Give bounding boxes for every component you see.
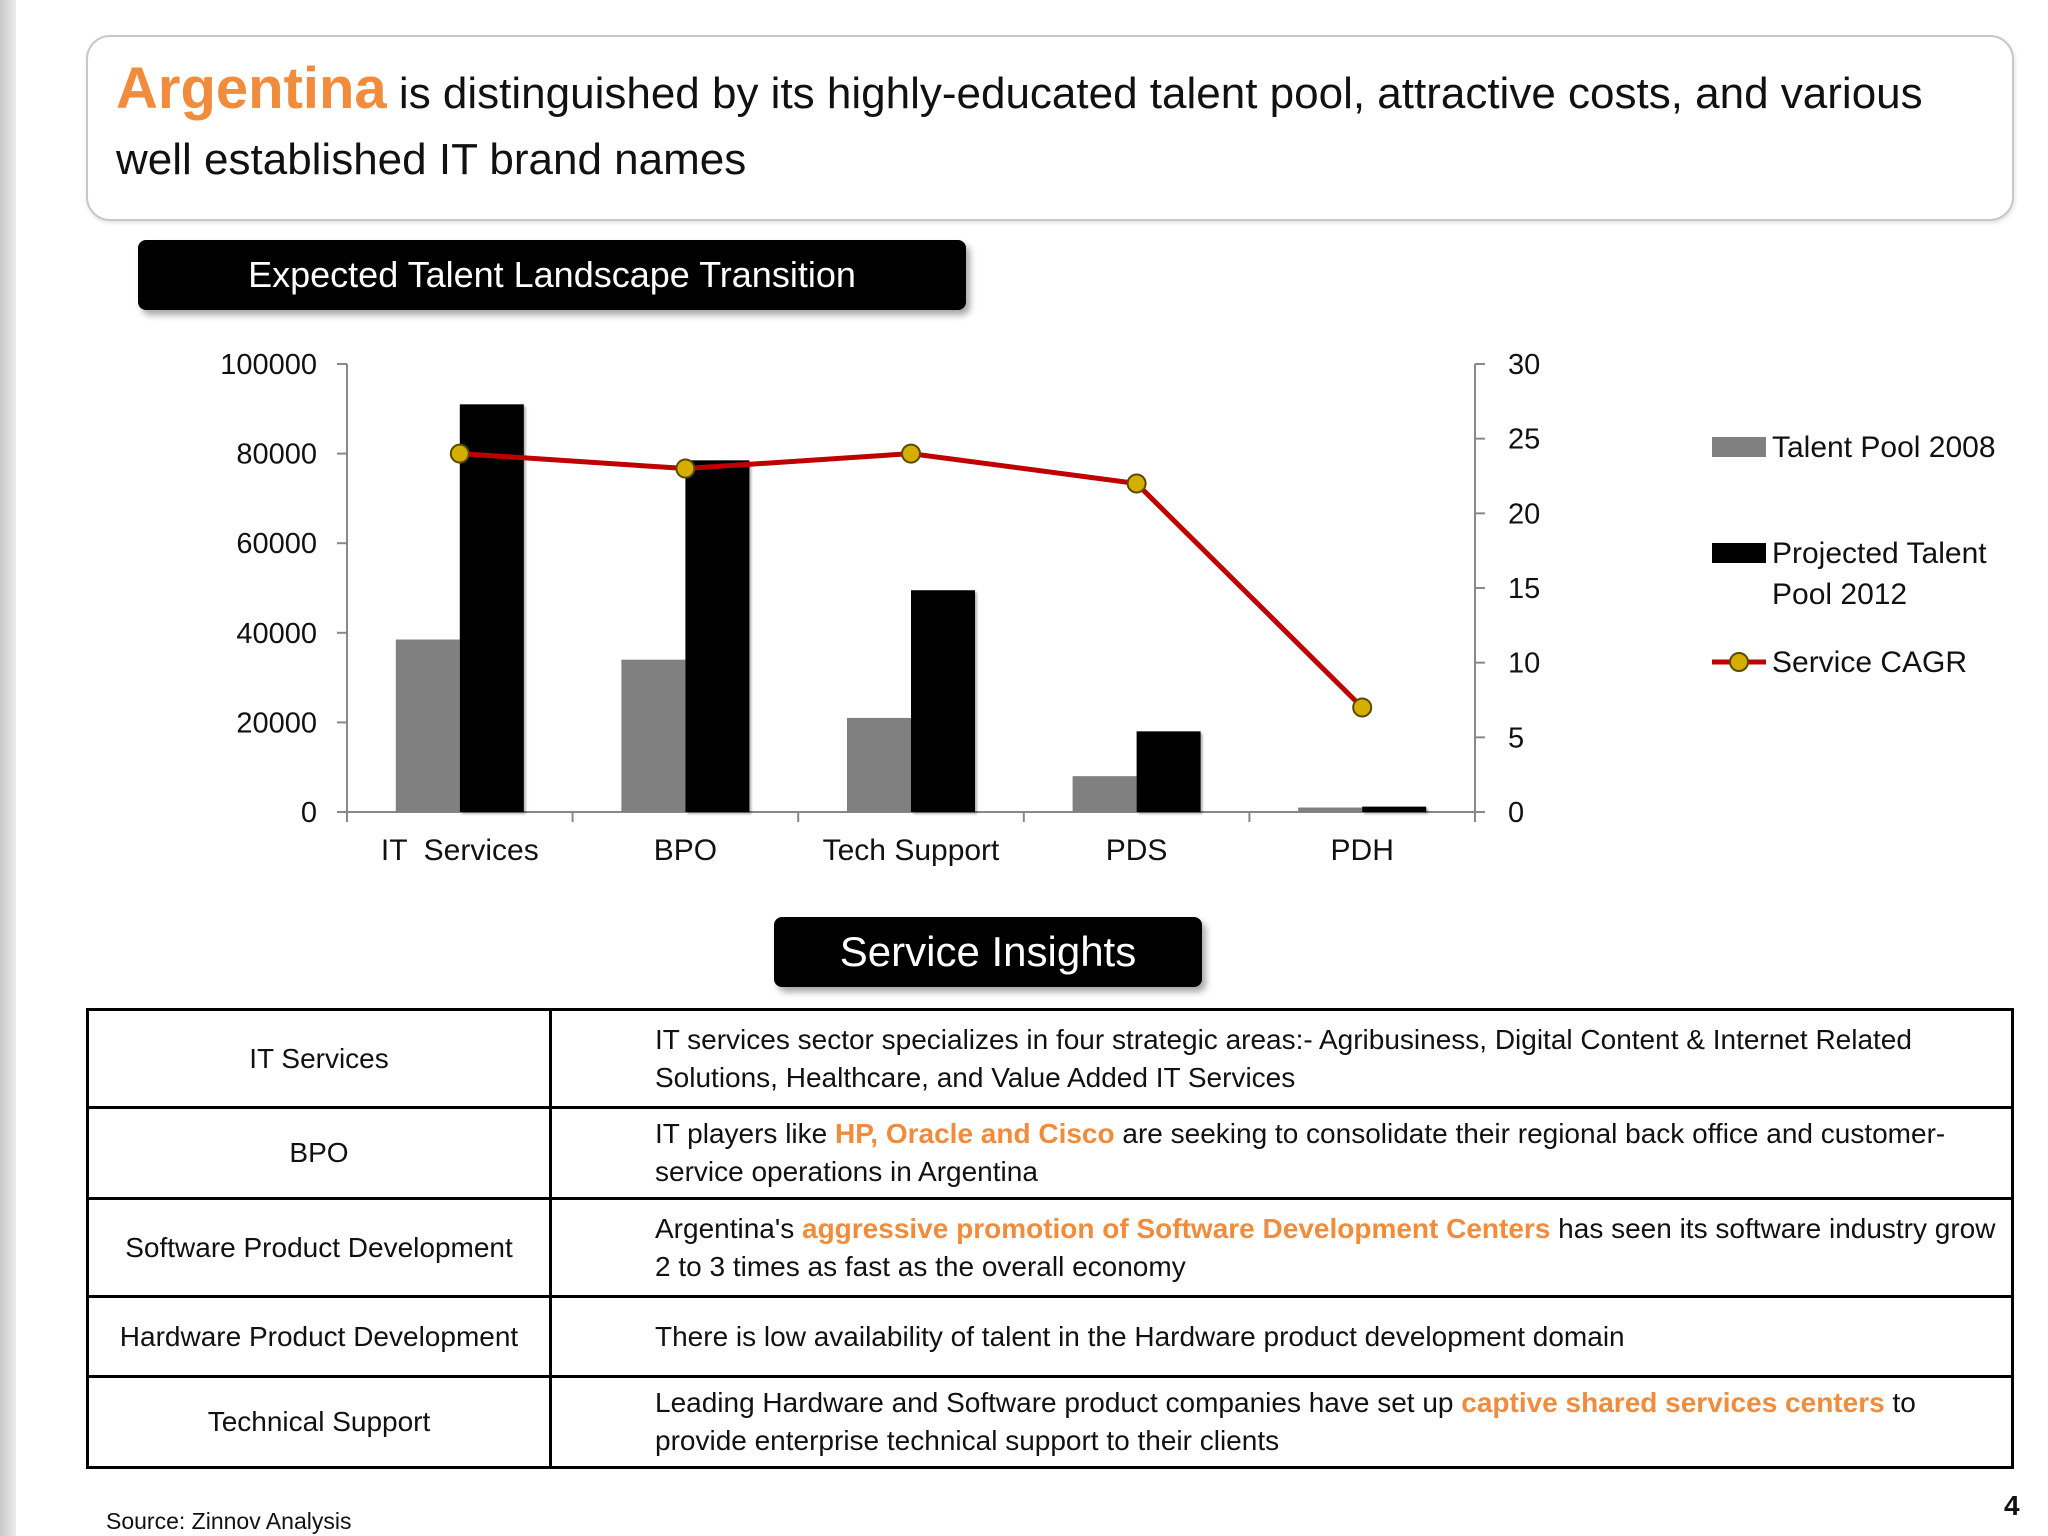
- right-tick-label: 25: [1508, 424, 1540, 456]
- category-cell: Technical Support: [86, 1375, 552, 1469]
- bar: [685, 460, 750, 812]
- description-cell: Argentina's aggressive promotion of Soft…: [549, 1197, 2014, 1298]
- desc-text: IT players like: [655, 1118, 835, 1149]
- title-rest: is distinguished by its highly-educated …: [116, 69, 1923, 184]
- category-cell: Hardware Product Development: [86, 1295, 552, 1378]
- desc-highlight: HP, Oracle and Cisco: [835, 1118, 1115, 1149]
- left-tick-label: 20000: [236, 707, 317, 739]
- category-cell: IT Services: [86, 1008, 552, 1109]
- legend-swatch-2012: [1712, 543, 1766, 563]
- legend-label: Talent Pool 2008: [1772, 431, 1996, 464]
- talent-chart: 0 20000 40000 60000 80000 100000 0 5 10 15 20 25 30 I…: [220, 349, 1996, 867]
- bar: [1136, 731, 1201, 812]
- source-note: Source: Zinnov Analysis: [106, 1508, 352, 1534]
- desc-text: IT services sector specializes in four s…: [655, 1023, 1912, 1093]
- desc-highlight: aggressive promotion of Software Develop…: [802, 1212, 1551, 1244]
- table-row: IT Services IT services sector specializ…: [86, 1008, 2014, 1109]
- cagr-point: [1126, 473, 1147, 494]
- left-tick-label: 60000: [236, 528, 317, 560]
- left-tick-label: 0: [301, 797, 317, 829]
- left-tick-label: 100000: [220, 349, 317, 381]
- x-category-label: PDH: [1331, 834, 1394, 867]
- chart-section-title: Expected Talent Landscape Transition: [138, 240, 966, 310]
- bar: [911, 590, 975, 812]
- description-cell: There is low availability of talent in t…: [549, 1295, 2014, 1378]
- bar: [459, 404, 524, 812]
- bar: [395, 639, 460, 812]
- cagr-point: [1352, 697, 1373, 718]
- right-tick-label: 10: [1508, 648, 1540, 680]
- right-tick-label: 15: [1508, 573, 1540, 605]
- bar: [1298, 807, 1363, 812]
- table-row: BPO IT players like HP, Oracle and Cisco…: [86, 1106, 2014, 1200]
- desc-highlight: captive shared services centers: [1461, 1387, 1885, 1418]
- title-box: [86, 35, 2014, 221]
- bar: [1072, 776, 1137, 812]
- legend-label: Projected Talent: [1772, 537, 1987, 570]
- x-category-label: IT Services: [381, 834, 539, 867]
- table-row: Software Product Development Argentina's…: [86, 1197, 2014, 1298]
- desc-text: has seen its software industry grow 2 to…: [655, 1212, 1996, 1282]
- desc-text: to provide enterprise technical support …: [655, 1387, 1916, 1456]
- x-category-label: Tech Support: [823, 834, 1000, 867]
- legend-label: Service CAGR: [1772, 646, 1967, 679]
- page-number: 4: [2004, 1490, 2020, 1521]
- desc-text: Argentina's: [655, 1212, 802, 1244]
- category-cell: Software Product Development: [86, 1197, 552, 1298]
- description-cell: IT players like HP, Oracle and Cisco are…: [549, 1106, 2014, 1200]
- desc-text: Leading Hardware and Software product co…: [655, 1387, 1462, 1418]
- bar: [847, 717, 911, 812]
- right-tick-label: 30: [1508, 349, 1540, 381]
- category-cell: BPO: [86, 1106, 552, 1200]
- right-tick-label: 0: [1508, 797, 1524, 829]
- left-decor-bar: [0, 0, 16, 1536]
- slide-title: Argentina is distinguished by its highly…: [116, 56, 1996, 193]
- bar: [1362, 806, 1427, 812]
- x-category-label: PDS: [1106, 834, 1168, 867]
- left-tick-label: 80000: [236, 439, 317, 471]
- insights-section-title: Service Insights: [774, 917, 1202, 987]
- cagr-point: [901, 443, 921, 464]
- right-tick-label: 20: [1508, 498, 1540, 530]
- desc-text: are seeking to consolidate their regiona…: [655, 1118, 1946, 1187]
- cagr-point: [449, 443, 470, 464]
- title-highlight: Argentina: [116, 56, 387, 121]
- x-category-label: BPO: [654, 834, 717, 867]
- desc-text: There is low availability of talent in t…: [655, 1320, 1625, 1352]
- legend-swatch-2008: [1712, 437, 1766, 457]
- description-cell: Leading Hardware and Software product co…: [549, 1375, 2014, 1469]
- legend-marker-cagr: [1729, 652, 1749, 672]
- bar: [621, 659, 686, 812]
- cagr-point: [675, 458, 696, 479]
- insights-table: IT Services IT services sector specializ…: [86, 1008, 2014, 1469]
- left-tick-label: 40000: [236, 618, 317, 650]
- table-row: Technical Support Leading Hardware and S…: [86, 1375, 2014, 1469]
- description-cell: IT services sector specializes in four s…: [549, 1008, 2014, 1109]
- right-tick-label: 5: [1508, 722, 1524, 754]
- legend-label: Pool 2012: [1772, 578, 1907, 611]
- table-row: Hardware Product Development There is lo…: [86, 1295, 2014, 1378]
